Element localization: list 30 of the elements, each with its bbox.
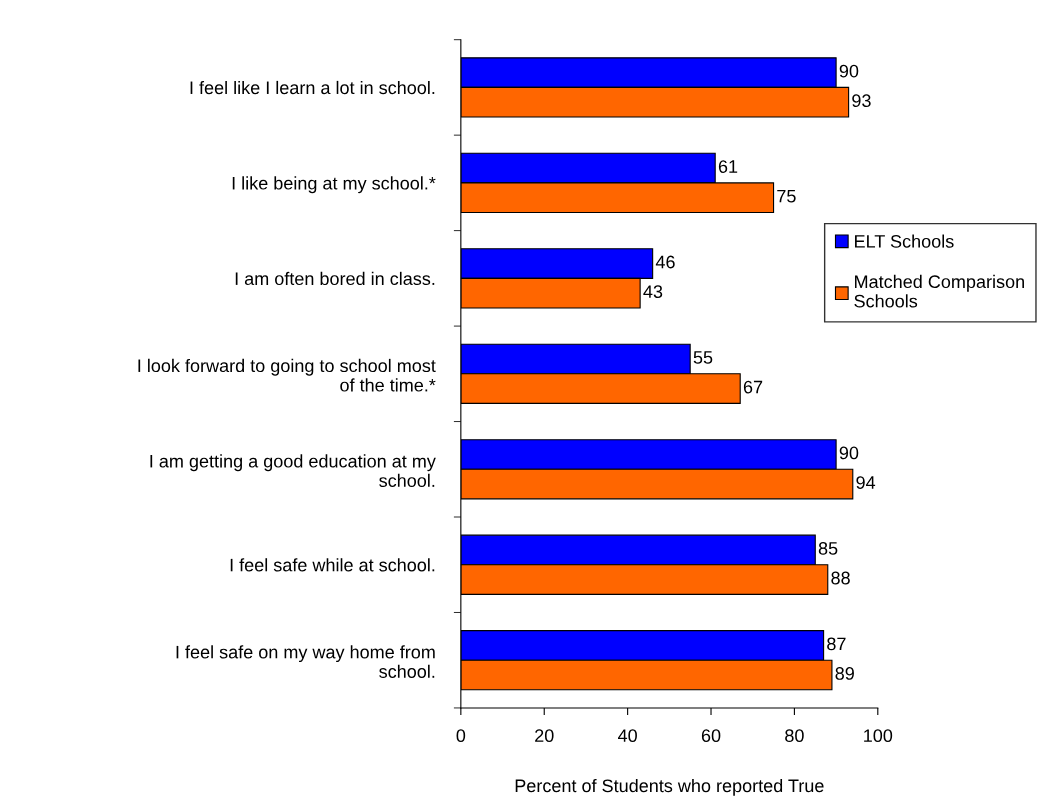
x-tick-label: 80 — [785, 729, 804, 743]
data-label: 85 — [818, 542, 838, 555]
x-tick-label: 60 — [701, 729, 721, 743]
data-label: 94 — [856, 476, 876, 489]
data-label: 93 — [852, 94, 871, 108]
x-axis-title: Percent of Students who reported True — [515, 778, 824, 796]
y-tick-label: I feel safe while at school. — [230, 558, 435, 572]
y-tick-label: I look forward to going to school most of the time.* — [138, 358, 436, 392]
x-tick-label: 20 — [535, 729, 554, 743]
y-tick-label: I like being at my school.* — [232, 176, 436, 194]
y-tick-label: I am often bored in class. — [235, 271, 435, 286]
data-label: 46 — [655, 255, 675, 269]
y-tick-label: I am getting a good education at my school. — [150, 454, 436, 488]
y-tick-label: I feel safe on my way home from school. — [176, 645, 435, 678]
x-tick-label: 40 — [618, 729, 637, 743]
data-label: 87 — [827, 637, 846, 651]
legend-label: ELT Schools — [855, 234, 954, 248]
data-label: 89 — [835, 667, 854, 680]
data-label: 67 — [743, 380, 763, 394]
data-label: 75 — [777, 189, 796, 203]
x-tick-label: 100 — [864, 729, 893, 743]
data-label: 55 — [693, 351, 713, 364]
data-label: 61 — [718, 160, 738, 173]
y-tick-label: I feel like I learn a lot in school. — [190, 80, 435, 95]
data-label: 88 — [831, 571, 850, 585]
data-label: 90 — [839, 446, 859, 460]
data-label: 43 — [643, 285, 663, 298]
data-label: 90 — [839, 64, 859, 78]
legend-label: Matched Comparison Schools — [854, 274, 1024, 308]
x-tick-label: 0 — [456, 729, 466, 743]
